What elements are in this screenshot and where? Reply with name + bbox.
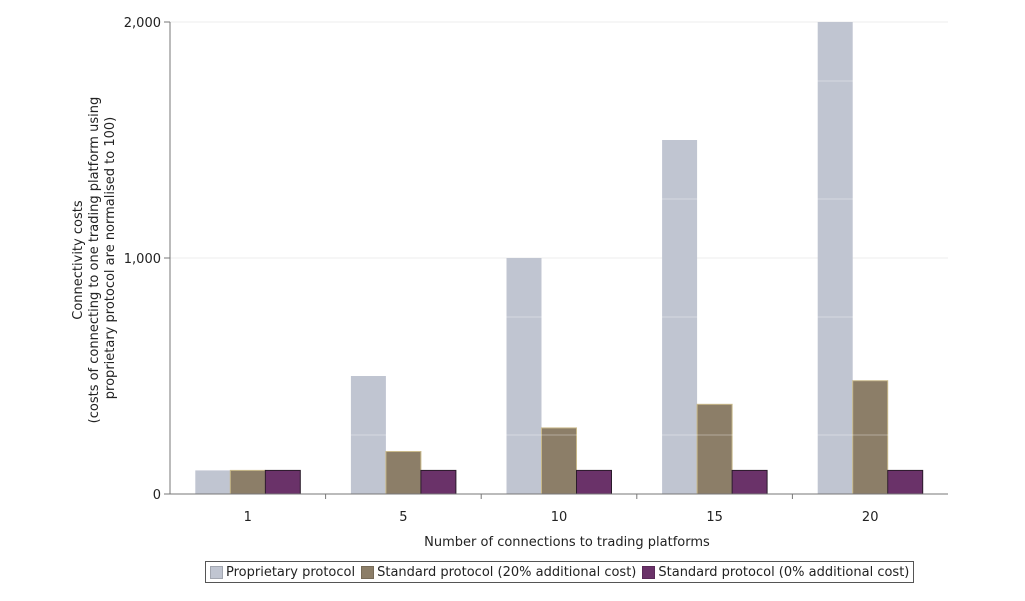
bar-standard-20 (229, 469, 266, 495)
bar-standard-0 (420, 469, 457, 495)
y-axis-title: Connectivity costs (costs of connecting … (71, 93, 118, 424)
bar-standard-20 (696, 403, 733, 495)
y-axis-title-line-1: Connectivity costs (71, 200, 86, 320)
y-tick-label: 0 (153, 488, 161, 503)
legend-item-proprietary: Proprietary protocol (210, 565, 355, 580)
x-tick-label: 15 (706, 510, 723, 525)
legend-label-proprietary: Proprietary protocol (226, 564, 356, 580)
bar-standard-0 (576, 469, 612, 495)
x-axis-title: Number of connections to trading platfor… (424, 535, 710, 550)
x-tick-label: 20 (862, 510, 879, 525)
bar-standard-0 (731, 469, 768, 495)
y-axis-title-line-3: proprietary protocol are normalised to 1… (103, 117, 118, 399)
bar-standard-20 (852, 380, 889, 495)
bar-standard-20 (541, 427, 577, 495)
legend-swatch-proprietary (210, 565, 223, 579)
legend-label-standard-20: Standard protocol (20% additional cost) (377, 564, 637, 580)
bar-proprietary (506, 258, 542, 494)
bar-standard-0 (264, 469, 301, 495)
bar-standard-20 (385, 451, 422, 495)
legend-swatch-standard-20 (361, 565, 375, 579)
x-tick-label: 5 (399, 510, 407, 525)
bars (170, 22, 948, 495)
legend-item-standard-20: Standard protocol (20% additional cost) (361, 565, 636, 580)
legend-item-standard-0: Standard protocol (0% additional cost) (642, 565, 909, 580)
legend-swatch-standard-0 (642, 565, 656, 579)
y-axis-title-line-2: (costs of connecting to one trading plat… (87, 97, 102, 424)
x-tick-label: 1 (244, 510, 252, 525)
bar-proprietary (195, 470, 231, 494)
y-ticks: 0 1,000 2,000 (124, 16, 170, 503)
x-tick-label: 10 (551, 510, 568, 525)
x-ticks: 1 5 10 15 20 (244, 494, 879, 525)
bar-proprietary (817, 22, 853, 494)
bar-standard-0 (887, 469, 924, 495)
legend-label-standard-0: Standard protocol (0% additional cost) (658, 564, 910, 580)
bar-proprietary (350, 376, 386, 494)
y-tick-label: 1,000 (124, 252, 161, 267)
y-tick-label: 2,000 (124, 16, 161, 31)
bar-proprietary (662, 140, 698, 494)
legend: Proprietary protocol Standard protocol (… (205, 561, 915, 583)
